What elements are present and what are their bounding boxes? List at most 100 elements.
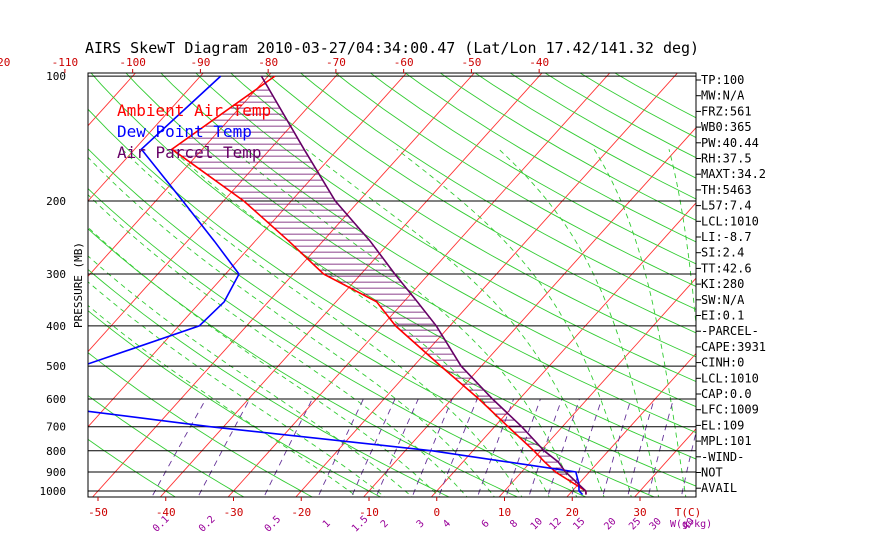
mixing-ratio-line [570,398,603,497]
dry-adiabat-line [88,187,587,497]
bottom-temp-tick-label: -40 [156,506,176,519]
y-axis-label: PRESSURE (MB) [72,242,85,328]
bottom-temp-tick-label: 30 [633,506,646,519]
stability-index-item: NOT [701,466,723,480]
stability-index-item: TP:100 [701,73,744,87]
top-temp-tick-label: -100 [119,56,146,69]
isotherm-line [295,73,679,497]
bottom-temp-tick-label: -30 [224,506,244,519]
legend-entry-dew-point-temp: Dew Point Temp [117,122,252,141]
dry-adiabat-line [88,268,451,497]
stability-index-item: CAPE:3931 [701,340,766,354]
dry-adiabat-line [230,73,696,358]
bottom-temp-tick-label: 0 [433,506,440,519]
isotherm-line [91,73,475,497]
pressure-tick-label: 900 [46,466,66,479]
legend-entry-air-parcel-temp: Air Parcel Temp [117,143,262,162]
moist-adiabat-line [305,148,605,497]
isotherm-line [498,277,696,497]
air-parcel-temp-line [260,75,587,495]
pressure-tick-label: 300 [46,268,66,281]
mixing-ratio-line [476,398,515,497]
stability-index-item: L57:7.4 [701,199,752,213]
bottom-temp-tick-label: 20 [566,506,579,519]
stability-index-item: KI:280 [701,277,744,291]
mixing-ratio-tick-label: 8 [508,518,520,530]
x-axis-label: T(C) [675,506,702,519]
top-temp-tick-label: -40 [529,56,549,69]
stability-index-item: MAXT:34.2 [701,167,766,181]
stability-index-item: LFC:1009 [701,403,759,417]
stability-index-item: TT:42.6 [701,261,752,275]
isotherm-line [88,73,204,202]
mixing-ratio-line [151,398,207,497]
dry-adiabat-line [88,228,519,497]
bottom-temp-tick-label: -20 [291,506,311,519]
legend-entry-ambient-air-temp: Ambient Air Temp [117,101,271,120]
pressure-tick-label: 1000 [40,485,67,498]
isotherm-line [763,67,870,505]
dry-adiabat-line [265,73,696,334]
dry-adiabat-line [88,310,382,497]
bottom-temp-tick-label: -50 [88,506,108,519]
stability-index-item: LCL:1010 [701,214,759,228]
mixing-ratio-tick-label: 4 [441,518,453,530]
stability-index-item: AVAIL [701,481,737,495]
dry-adiabat-line [88,394,245,497]
top-temp-tick-label: -80 [258,56,278,69]
mixing-ratio-tick-label: 1 [321,518,333,530]
dry-adiabat-line [125,73,696,434]
dry-adiabat-line [404,73,696,243]
dry-adiabat-line [509,73,696,179]
mixing-ratio-tick-label: 12 [548,516,564,532]
moist-adiabat-line [121,148,523,497]
dry-adiabat-line [160,73,696,408]
isotherm-line [633,428,696,497]
dry-adiabat-line [88,148,656,497]
mixing-ratio-line [375,398,419,497]
stability-index-item: MW:N/A [701,89,745,103]
top-temp-tick-label: -120 [0,56,10,69]
isotherm-line [566,352,696,497]
pressure-tick-label: 100 [46,70,66,83]
top-temp-tick-label: -90 [190,56,210,69]
stability-index-item: SI:2.4 [701,246,744,260]
dry-adiabat-line [334,73,696,287]
stability-index-item: PW:40.44 [701,136,759,150]
stability-index-item: RH:37.5 [701,152,752,166]
isotherm-line [0,67,73,505]
dry-adiabat-line [88,438,177,497]
pressure-tick-label: 400 [46,320,66,333]
dry-adiabat-line [369,73,696,265]
pressure-tick-label: 800 [46,445,66,458]
stability-index-item: -WIND- [701,450,744,464]
isotherm-line [430,202,696,497]
mixing-ratio-axis-label: W(g/kg) [670,519,712,530]
mixing-ratio-tick-label: 6 [480,518,492,530]
dry-adiabat-line [195,73,696,383]
isotherm-line [831,67,870,505]
mixing-ratio-tick-label: 0.5 [263,514,284,535]
stability-index-item: TH:5463 [701,183,752,197]
pressure-tick-label: 600 [46,393,66,406]
stability-index-item: EI:0.1 [701,309,744,323]
stability-index-item: -PARCEL- [701,324,759,338]
plot-frame [87,72,697,498]
top-temp-tick-label: -60 [394,56,414,69]
stability-index-item: CINH:0 [701,356,744,370]
dry-adiabat-line [474,73,696,200]
dew-point-temp-line [88,75,584,496]
isotherm-line [88,73,408,428]
chart-title: AIRS SkewT Diagram 2010-03-27/04:34:00.4… [85,39,699,57]
bottom-temp-tick-label: -10 [359,506,379,519]
dry-adiabat-line [88,352,314,497]
isotherm-line [227,73,611,497]
stability-index-item: MPL:101 [701,434,752,448]
pressure-tick-label: 200 [46,195,66,208]
mixing-ratio-line [197,398,251,497]
mixing-ratio-tick-label: 2 [379,518,391,530]
mixing-ratio-tick-label: 0.2 [197,514,218,535]
dry-adiabat-line [299,73,696,310]
mixing-ratio-line [263,398,313,497]
